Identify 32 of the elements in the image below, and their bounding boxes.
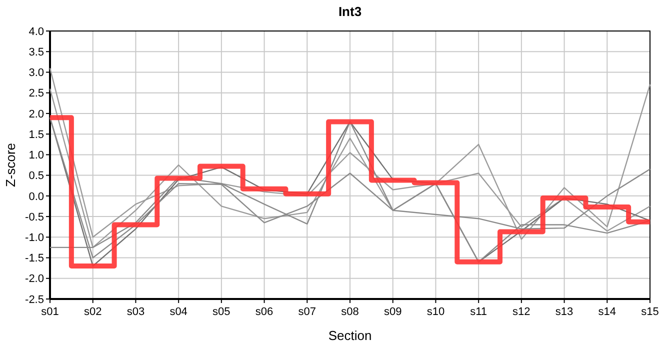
x-tick-label: s14 <box>598 306 616 318</box>
y-tick-label: 1.0 <box>28 150 44 162</box>
x-tick-label: s07 <box>298 306 316 318</box>
y-tick-label: 1.5 <box>28 128 44 141</box>
x-tick-label: s15 <box>641 306 659 318</box>
y-tick-label: 3.5 <box>28 46 44 58</box>
x-tick-label: s05 <box>212 306 230 318</box>
chart-title: Int3 <box>338 4 362 19</box>
y-tick-label: 0.0 <box>28 190 44 203</box>
y-tick-label: -2.0 <box>25 273 44 286</box>
y-tick-label: 2.0 <box>28 108 44 120</box>
y-tick-label: 2.5 <box>28 88 44 100</box>
x-tick-label: s06 <box>255 306 274 318</box>
y-tick-label: -1.0 <box>25 232 44 244</box>
x-tick-label: s11 <box>470 306 488 318</box>
x-tick-label: s04 <box>170 306 188 318</box>
x-tick-label: s03 <box>126 306 145 318</box>
x-axis-title: Section <box>328 328 372 343</box>
y-tick-label: 3.0 <box>28 67 44 80</box>
y-tick-label: 0.5 <box>28 170 44 182</box>
y-tick-label: -1.5 <box>25 252 44 265</box>
y-tick-label: 4.0 <box>28 26 44 38</box>
x-tick-label: s13 <box>555 306 574 318</box>
x-tick-label: s08 <box>341 306 359 318</box>
x-tick-label: s02 <box>84 306 102 318</box>
y-tick-label: -2.5 <box>25 294 44 306</box>
x-tick-label: s09 <box>384 306 402 318</box>
y-axis-title: Z-score <box>3 142 18 188</box>
x-tick-label: s01 <box>41 306 59 318</box>
y-tick-label: -0.5 <box>25 211 44 224</box>
x-tick-label: s10 <box>426 306 445 318</box>
x-tick-label: s12 <box>512 306 530 318</box>
